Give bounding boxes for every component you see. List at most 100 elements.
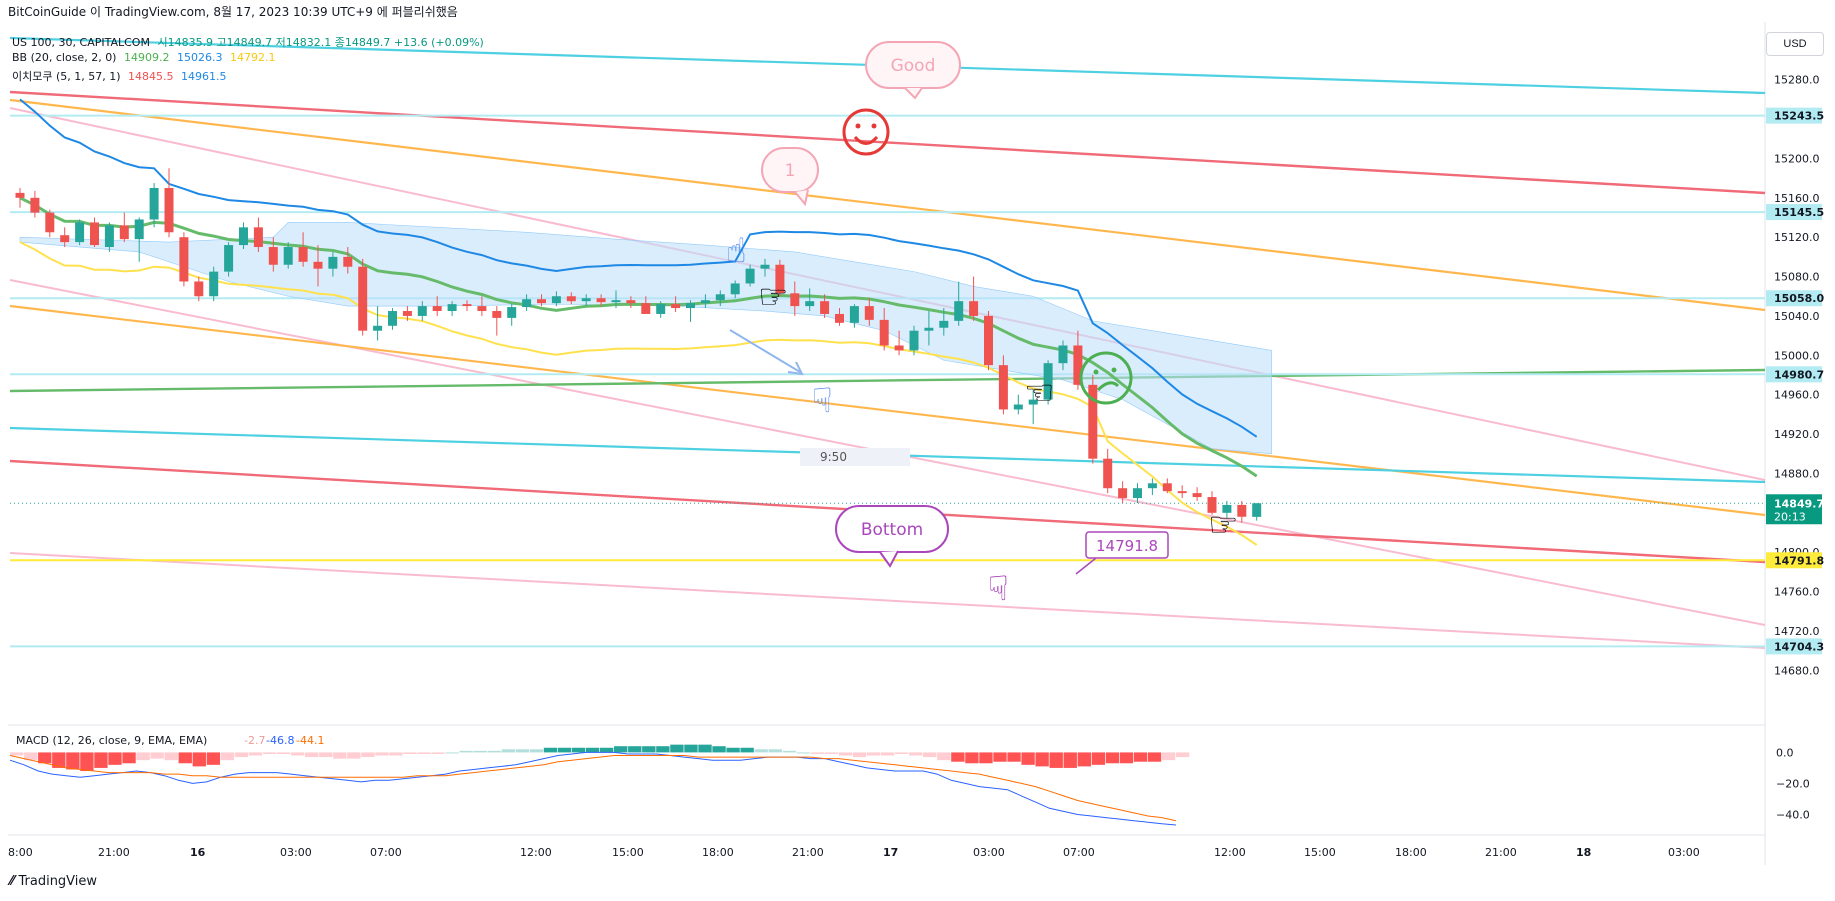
trendline-orange-top [9, 98, 1766, 312]
macd-histogram-bar [192, 752, 206, 767]
candle-body [388, 311, 397, 326]
price-tick-label: 15160.0 [1774, 192, 1820, 205]
level-tag-bg [1766, 366, 1822, 383]
candle-body [790, 293, 800, 307]
happy-face-eye [871, 123, 877, 129]
macd-histogram-bar [628, 746, 642, 753]
macd-histogram-bar [614, 746, 628, 753]
candle-body [849, 306, 859, 323]
macd-histogram-bar [150, 752, 164, 759]
macd-histogram-bar [1077, 752, 1091, 767]
time-tick-label: 03:00 [973, 846, 1005, 859]
macd-histogram-bar [782, 750, 796, 753]
publish-attribution: BitCoinGuide 이 TradingView.com, 8월 17, 2… [8, 5, 458, 19]
candle-body [1147, 483, 1157, 489]
pointing-hand-icon: ☟ [988, 569, 1009, 609]
macd-histogram-bar [403, 752, 417, 754]
candle-body [477, 306, 487, 312]
candle-body [90, 222, 99, 246]
currency-button[interactable]: USD [1766, 32, 1824, 56]
candle-body [671, 304, 681, 309]
candle-body [1043, 363, 1053, 400]
candle-body [894, 345, 904, 351]
candle-body [611, 300, 621, 303]
macd-histogram-bar [1021, 752, 1035, 765]
macd-histogram-bar [515, 749, 530, 753]
ohlc-values: 시14835.9 고14849.7 저14832.1 종14849.7 +13.… [157, 36, 484, 49]
time-tick-label: 07:00 [370, 846, 402, 859]
macd-histogram-bar [290, 752, 305, 756]
candle-body [1088, 384, 1098, 459]
macd-histogram-bar [1105, 752, 1120, 764]
macd-histogram-bar [909, 752, 923, 756]
macd-histogram-bar [445, 752, 459, 754]
time-label-text: 9:50 [820, 450, 847, 464]
level-tag-bg [1766, 552, 1822, 569]
bb-lower-value: 14792.1 [229, 51, 276, 64]
tradingview-logo-icon: ⁄⁄ [10, 874, 15, 889]
macd-tick-label: −20.0 [1776, 777, 1810, 790]
candle-body [194, 281, 204, 297]
candle-body [745, 268, 755, 284]
macd-histogram-bar [305, 752, 319, 758]
price-tick-label: 15040.0 [1774, 310, 1820, 323]
macd-histogram-bar [122, 752, 136, 764]
symbol-label: US 100, 30, CAPITALCOM [12, 36, 150, 49]
level-tag-bg [1766, 107, 1822, 124]
price-tick-label: 15080.0 [1774, 271, 1820, 284]
time-tick-label: 15:00 [612, 846, 644, 859]
candle-body [1222, 504, 1232, 513]
price-tick-label: 15200.0 [1774, 152, 1820, 165]
macd-histogram-bar [333, 752, 347, 759]
price-tick-label: 15280.0 [1774, 74, 1820, 87]
macd-histogram-bar [585, 747, 600, 753]
candle-body [1162, 483, 1172, 492]
one-callout-text: 1 [785, 161, 796, 181]
candle-body [969, 301, 979, 316]
price-tick-label: 15000.0 [1774, 349, 1820, 362]
price-tick-label: 14720.0 [1774, 625, 1820, 638]
ichimoku-legend[interactable]: 이치모쿠 (5, 1, 57, 1) 14845.5 14961.5 [12, 68, 227, 84]
bb-upper-line [19, 98, 1258, 438]
bottom-callout-text: Bottom [861, 520, 923, 540]
time-tick-label: 07:00 [1063, 846, 1095, 859]
macd-histogram-bar [993, 752, 1007, 762]
time-tick-label: 8:00 [8, 846, 33, 859]
macd-histogram-bar [642, 746, 656, 753]
level-tag-bg [1766, 204, 1822, 221]
macd-histogram-bar [389, 752, 403, 756]
macd-histogram-bar [670, 744, 684, 753]
macd-histogram-bar [473, 750, 487, 753]
price-tick-label: 14880.0 [1774, 467, 1820, 480]
candle-body [1207, 497, 1217, 513]
macd-histogram-bar [1007, 752, 1021, 762]
candle-body [1103, 458, 1113, 489]
trendline-red-top [9, 90, 1766, 195]
pointing-hand-icon: ☞ [758, 277, 788, 317]
macd-histogram-bar [38, 752, 52, 764]
candle-body [1237, 504, 1247, 517]
macd-histogram-bar [66, 752, 80, 770]
candle-body [1133, 488, 1142, 499]
candle-body [283, 247, 293, 265]
tradingview-logo[interactable]: ⁄⁄ TradingView [10, 874, 97, 889]
green-face-eye [1093, 369, 1099, 375]
candle-body [104, 225, 114, 248]
price-tick-label: 14760.0 [1774, 586, 1820, 599]
candle-body [239, 227, 248, 246]
symbol-legend[interactable]: US 100, 30, CAPITALCOM 시14835.9 고14849.7… [12, 34, 484, 50]
green-face-mouth [1096, 381, 1120, 392]
time-tick-label: 16 [190, 846, 206, 859]
macd-histogram-bar [571, 747, 586, 753]
macd-histogram-bar [698, 744, 712, 753]
macd-histogram-bar [10, 752, 24, 756]
macd-histogram-bar [24, 752, 38, 761]
macd-histogram-bar [1175, 752, 1190, 758]
macd-histogram-bar [94, 752, 108, 768]
candle-body [507, 307, 517, 318]
good-callout-text: Good [891, 56, 936, 76]
bb-legend[interactable]: BB (20, close, 2, 0) 14909.2 15026.3 147… [12, 51, 275, 64]
last-price-tag-bg [1766, 494, 1822, 525]
time-tick-label: 03:00 [280, 846, 312, 859]
